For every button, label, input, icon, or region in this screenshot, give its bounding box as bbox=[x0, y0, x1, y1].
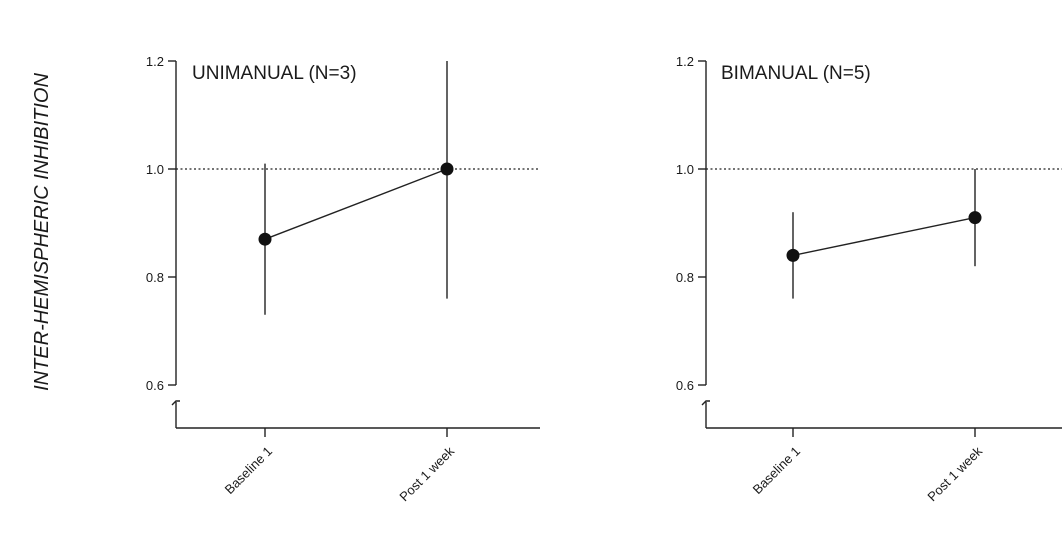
x-tick-label: Baseline 1 bbox=[222, 444, 276, 498]
series-line bbox=[264, 168, 448, 240]
x-tick-label: Post 1 week bbox=[396, 443, 457, 504]
data-point bbox=[786, 248, 800, 262]
x-tick-label: Post 1 week bbox=[924, 443, 985, 504]
y-tick-label: 1.2 bbox=[146, 54, 164, 69]
data-point bbox=[258, 232, 272, 246]
y-tick-label: 0.6 bbox=[146, 378, 164, 393]
panel-bimanual: BIMANUAL (N=5) 0.6 0.8 1.0 1.2 Baseline 1 Post… bbox=[676, 54, 1062, 504]
y-tick-label: 1.0 bbox=[146, 162, 164, 177]
y-tick-label: 0.8 bbox=[146, 270, 164, 285]
y-tick-label: 1.0 bbox=[676, 162, 694, 177]
y-tick-label: 0.8 bbox=[676, 270, 694, 285]
axis-break-mark bbox=[171, 400, 180, 406]
x-tick-label: Baseline 1 bbox=[750, 444, 804, 498]
panel-unimanual: UNIMANUAL (N=3) 0.6 0.8 1.0 1.2 Baseline 1 Pos… bbox=[146, 54, 540, 504]
axis-break-mark bbox=[701, 400, 710, 406]
data-point bbox=[968, 211, 982, 225]
y-axis-title: INTER-HEMISPHERIC INHIBITION bbox=[31, 73, 53, 391]
panel-title: UNIMANUAL (N=3) bbox=[192, 63, 357, 84]
y-tick-label: 0.6 bbox=[676, 378, 694, 393]
y-tick-label: 1.2 bbox=[676, 54, 694, 69]
data-point bbox=[440, 162, 454, 176]
series-line bbox=[792, 216, 976, 257]
panel-title: BIMANUAL (N=5) bbox=[721, 63, 871, 84]
